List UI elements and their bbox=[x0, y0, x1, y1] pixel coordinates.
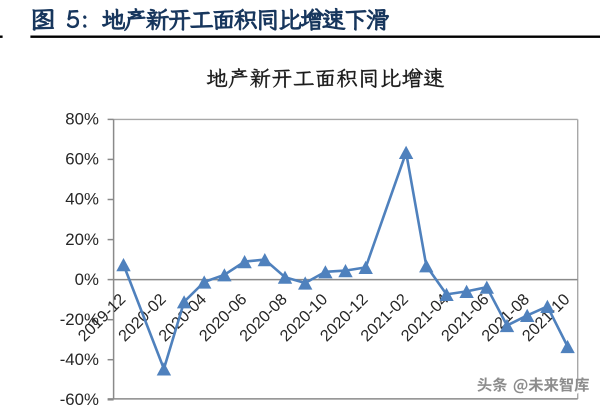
svg-text:-40%: -40% bbox=[60, 350, 99, 369]
svg-text:-20%: -20% bbox=[60, 310, 99, 329]
svg-text:-60%: -60% bbox=[60, 390, 99, 406]
svg-text:40%: 40% bbox=[65, 190, 99, 209]
svg-text:0%: 0% bbox=[75, 270, 99, 289]
svg-text:80%: 80% bbox=[65, 110, 99, 129]
svg-text:60%: 60% bbox=[65, 150, 99, 169]
svg-text:20%: 20% bbox=[65, 230, 99, 249]
